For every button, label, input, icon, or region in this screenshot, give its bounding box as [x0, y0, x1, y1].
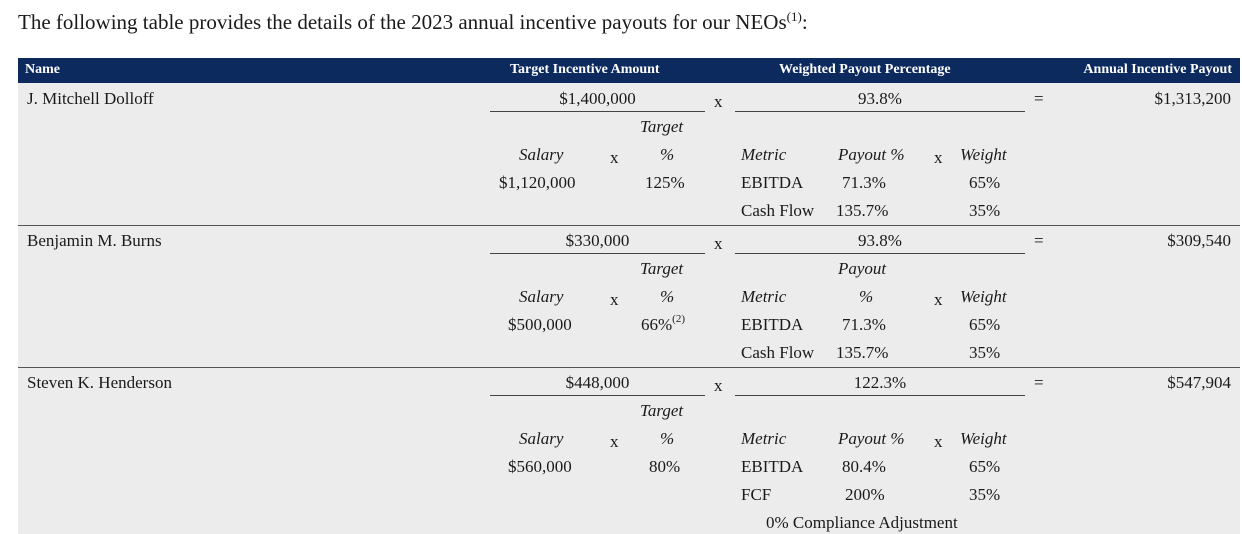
percentage-underline [735, 111, 1025, 112]
header-weighted-payout-percentage: Weighted Payout Percentage [779, 62, 951, 77]
metric-label: Metric [741, 145, 787, 164]
intro-sentence: The following table provides the details… [18, 10, 787, 34]
annual-incentive-payout: $1,313,200 [1154, 89, 1232, 108]
intro-footnote: (1) [786, 9, 802, 24]
amount-underline [490, 253, 705, 254]
equals-symbol: = [1034, 231, 1044, 250]
intro-suffix: : [801, 10, 808, 34]
payout-percent-label: Payout % [838, 145, 905, 164]
metric-payout: 135.7% [836, 343, 889, 362]
metric-weight: 35% [969, 343, 1001, 362]
target-label: Target [640, 259, 684, 278]
target-incentive-amount: $448,000 [565, 373, 630, 392]
row-divider [18, 367, 1240, 368]
metric-weight: 65% [969, 315, 1001, 334]
neo-name: Benjamin M. Burns [27, 231, 162, 250]
target-percent-value: 125% [645, 173, 685, 192]
times-symbol: x [610, 148, 619, 167]
metric-name: EBITDA [741, 173, 804, 192]
target-percent-value: 66%(2) [641, 313, 685, 335]
salary-value: $1,120,000 [499, 173, 576, 192]
times-symbol: x [934, 290, 943, 309]
target-footnote: (2) [672, 313, 685, 325]
payout-percent-label: Payout % [838, 429, 905, 448]
times-symbol: x [934, 148, 943, 167]
payout-percent-label: % [859, 287, 874, 306]
metric-label: Metric [741, 287, 787, 306]
weight-label: Weight [960, 429, 1007, 448]
metric-name: Cash Flow [741, 201, 815, 220]
header-annual-incentive-payout: Annual Incentive Payout [1083, 62, 1232, 77]
metric-name: Cash Flow [741, 343, 815, 362]
salary-label: Salary [519, 429, 564, 448]
times-symbol: x [934, 432, 943, 451]
equals-symbol: = [1034, 89, 1044, 108]
table-row-burns [18, 226, 1240, 367]
weighted-payout-percentage: 122.3% [853, 373, 907, 392]
target-label: Target [640, 401, 684, 420]
table-header: Name Target Incentive Amount Weighted Pa… [18, 58, 1240, 83]
header-name: Name [25, 62, 60, 77]
target-percent-label: % [660, 429, 675, 448]
weighted-payout-percentage: 93.8% [858, 89, 902, 108]
compliance-adjustment: 0% Compliance Adjustment [766, 513, 958, 532]
payout-label: Payout [838, 259, 887, 278]
equals-symbol: = [1034, 373, 1044, 392]
table-row-dolloff [18, 83, 1240, 225]
salary-value: $560,000 [508, 457, 572, 476]
target-percent-label: % [660, 287, 675, 306]
percentage-underline [735, 253, 1025, 254]
salary-label: Salary [519, 287, 564, 306]
metric-payout: 200% [845, 485, 885, 504]
target-percent-label: % [660, 145, 675, 164]
amount-underline [490, 111, 705, 112]
annual-incentive-payout: $547,904 [1167, 373, 1231, 392]
neo-name: Steven K. Henderson [27, 373, 172, 392]
target-label: Target [640, 117, 684, 136]
salary-value: $500,000 [508, 315, 572, 334]
intro-text: The following table provides the details… [18, 9, 808, 35]
percentage-underline [735, 395, 1025, 396]
metric-payout: 71.3% [842, 173, 886, 192]
header-target-incentive-amount: Target Incentive Amount [510, 62, 660, 77]
metric-weight: 35% [969, 485, 1001, 504]
metric-payout: 80.4% [842, 457, 886, 476]
row-divider [18, 225, 1240, 226]
target-incentive-amount: $330,000 [565, 231, 630, 250]
times-symbol: x [714, 234, 723, 253]
metric-payout: 71.3% [842, 315, 886, 334]
metric-weight: 65% [969, 173, 1001, 192]
target-percent-value: 80% [649, 457, 681, 476]
times-symbol: x [610, 432, 619, 451]
metric-name: EBITDA [741, 457, 804, 476]
amount-underline [490, 395, 705, 396]
times-symbol: x [714, 376, 723, 395]
metric-label: Metric [741, 429, 787, 448]
weight-label: Weight [960, 145, 1007, 164]
weighted-payout-percentage: 93.8% [858, 231, 902, 250]
target-incentive-amount: $1,400,000 [559, 89, 636, 108]
times-symbol: x [610, 290, 619, 309]
neo-name: J. Mitchell Dolloff [27, 89, 154, 108]
metric-name: FCF [741, 485, 772, 504]
metric-payout: 135.7% [836, 201, 889, 220]
metric-weight: 35% [969, 201, 1001, 220]
target-percent-number: 66% [641, 315, 673, 334]
salary-label: Salary [519, 145, 564, 164]
weight-label: Weight [960, 287, 1007, 306]
times-symbol: x [714, 92, 723, 111]
metric-weight: 65% [969, 457, 1001, 476]
annual-incentive-payout: $309,540 [1167, 231, 1231, 250]
metric-name: EBITDA [741, 315, 804, 334]
